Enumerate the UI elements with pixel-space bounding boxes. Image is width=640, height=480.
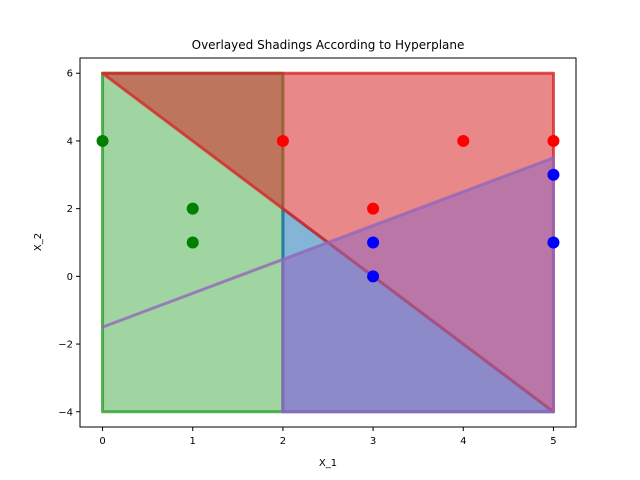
data-point [367,236,380,249]
data-point [186,236,199,249]
data-point [96,134,109,147]
x-tick-label: 0 [99,436,105,447]
plot-frame [79,57,577,428]
data-point [547,168,560,181]
y-axis: −4 −2 0 2 4 6 [58,69,80,418]
data-point [367,202,380,215]
x-axis-label: X_1 [319,458,337,469]
y-tick-label: −4 [58,407,73,418]
x-tick-label: 4 [460,436,466,447]
y-tick-label: 0 [67,272,73,283]
data-point [186,202,199,215]
shaded-region-4 [101,156,555,414]
data-point [367,270,380,283]
y-tick-label: 6 [67,69,73,80]
x-tick-label: 1 [190,436,196,447]
y-axis-label: X_2 [33,233,44,251]
x-tick-label: 3 [370,436,376,447]
x-tick-label: 2 [280,436,286,447]
y-tick-label: 4 [67,136,73,147]
chart-title: Overlayed Shadings According to Hyperpla… [192,38,465,52]
data-point [547,236,560,249]
y-tick-label: −2 [58,340,73,351]
data-point [457,134,470,147]
data-point [547,134,560,147]
data-point [276,134,289,147]
x-axis: 0 1 2 3 4 5 [99,427,557,447]
y-tick-label: 2 [67,204,73,215]
plot-area [96,71,560,414]
x-tick-label: 5 [550,436,556,447]
